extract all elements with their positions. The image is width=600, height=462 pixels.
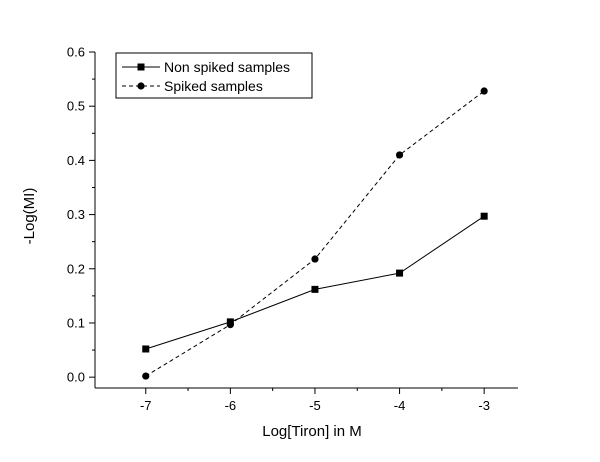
y-axis-title: -Log(MI) xyxy=(21,188,38,245)
series-line xyxy=(145,215,485,350)
x-axis-ticks: -7 -6 -5 -4 -3 xyxy=(140,388,490,413)
y-tick-label: 0.6 xyxy=(67,45,85,60)
x-tick-label: -3 xyxy=(478,398,490,413)
data-point xyxy=(311,285,319,293)
data-point xyxy=(142,345,150,353)
legend: Non spiked samples Spiked samples xyxy=(115,52,313,99)
y-tick-label: 0.4 xyxy=(67,153,85,168)
data-point xyxy=(142,372,150,380)
data-point xyxy=(311,255,319,263)
data-point xyxy=(480,212,488,220)
legend-label: Non spiked samples xyxy=(164,59,290,75)
legend-label: Spiked samples xyxy=(164,78,263,94)
y-tick-label: 0.5 xyxy=(67,99,85,114)
data-point xyxy=(395,151,404,159)
legend-marker xyxy=(137,82,145,90)
data-point xyxy=(396,269,404,277)
legend-box xyxy=(115,52,313,99)
x-tick-label: -6 xyxy=(225,398,237,413)
y-axis-ticks: 0.0 0.1 0.2 0.3 0.4 0.5 0.6 xyxy=(67,45,95,385)
data-point xyxy=(480,87,488,95)
x-axis-title: Log[Tiron] in M xyxy=(262,423,362,440)
y-tick-label: 0.1 xyxy=(67,315,85,330)
series-line xyxy=(145,90,485,377)
x-tick-label: -4 xyxy=(394,398,406,413)
y-tick-label: 0.0 xyxy=(67,370,85,385)
legend-entry: Non spiked samples xyxy=(122,59,290,75)
data-point xyxy=(226,320,234,329)
y-tick-label: 0.3 xyxy=(67,207,85,222)
x-tick-label: -5 xyxy=(309,398,321,413)
legend-entries: Non spiked samples Spiked samples xyxy=(122,59,290,94)
x-tick-label: -7 xyxy=(140,398,152,413)
series-2 xyxy=(142,87,488,380)
y-tick-label: 0.2 xyxy=(67,261,85,276)
legend-marker xyxy=(137,63,145,71)
series-layer xyxy=(142,87,488,380)
axes xyxy=(94,52,518,389)
series-1 xyxy=(142,212,488,353)
legend-entry: Spiked samples xyxy=(122,78,263,94)
